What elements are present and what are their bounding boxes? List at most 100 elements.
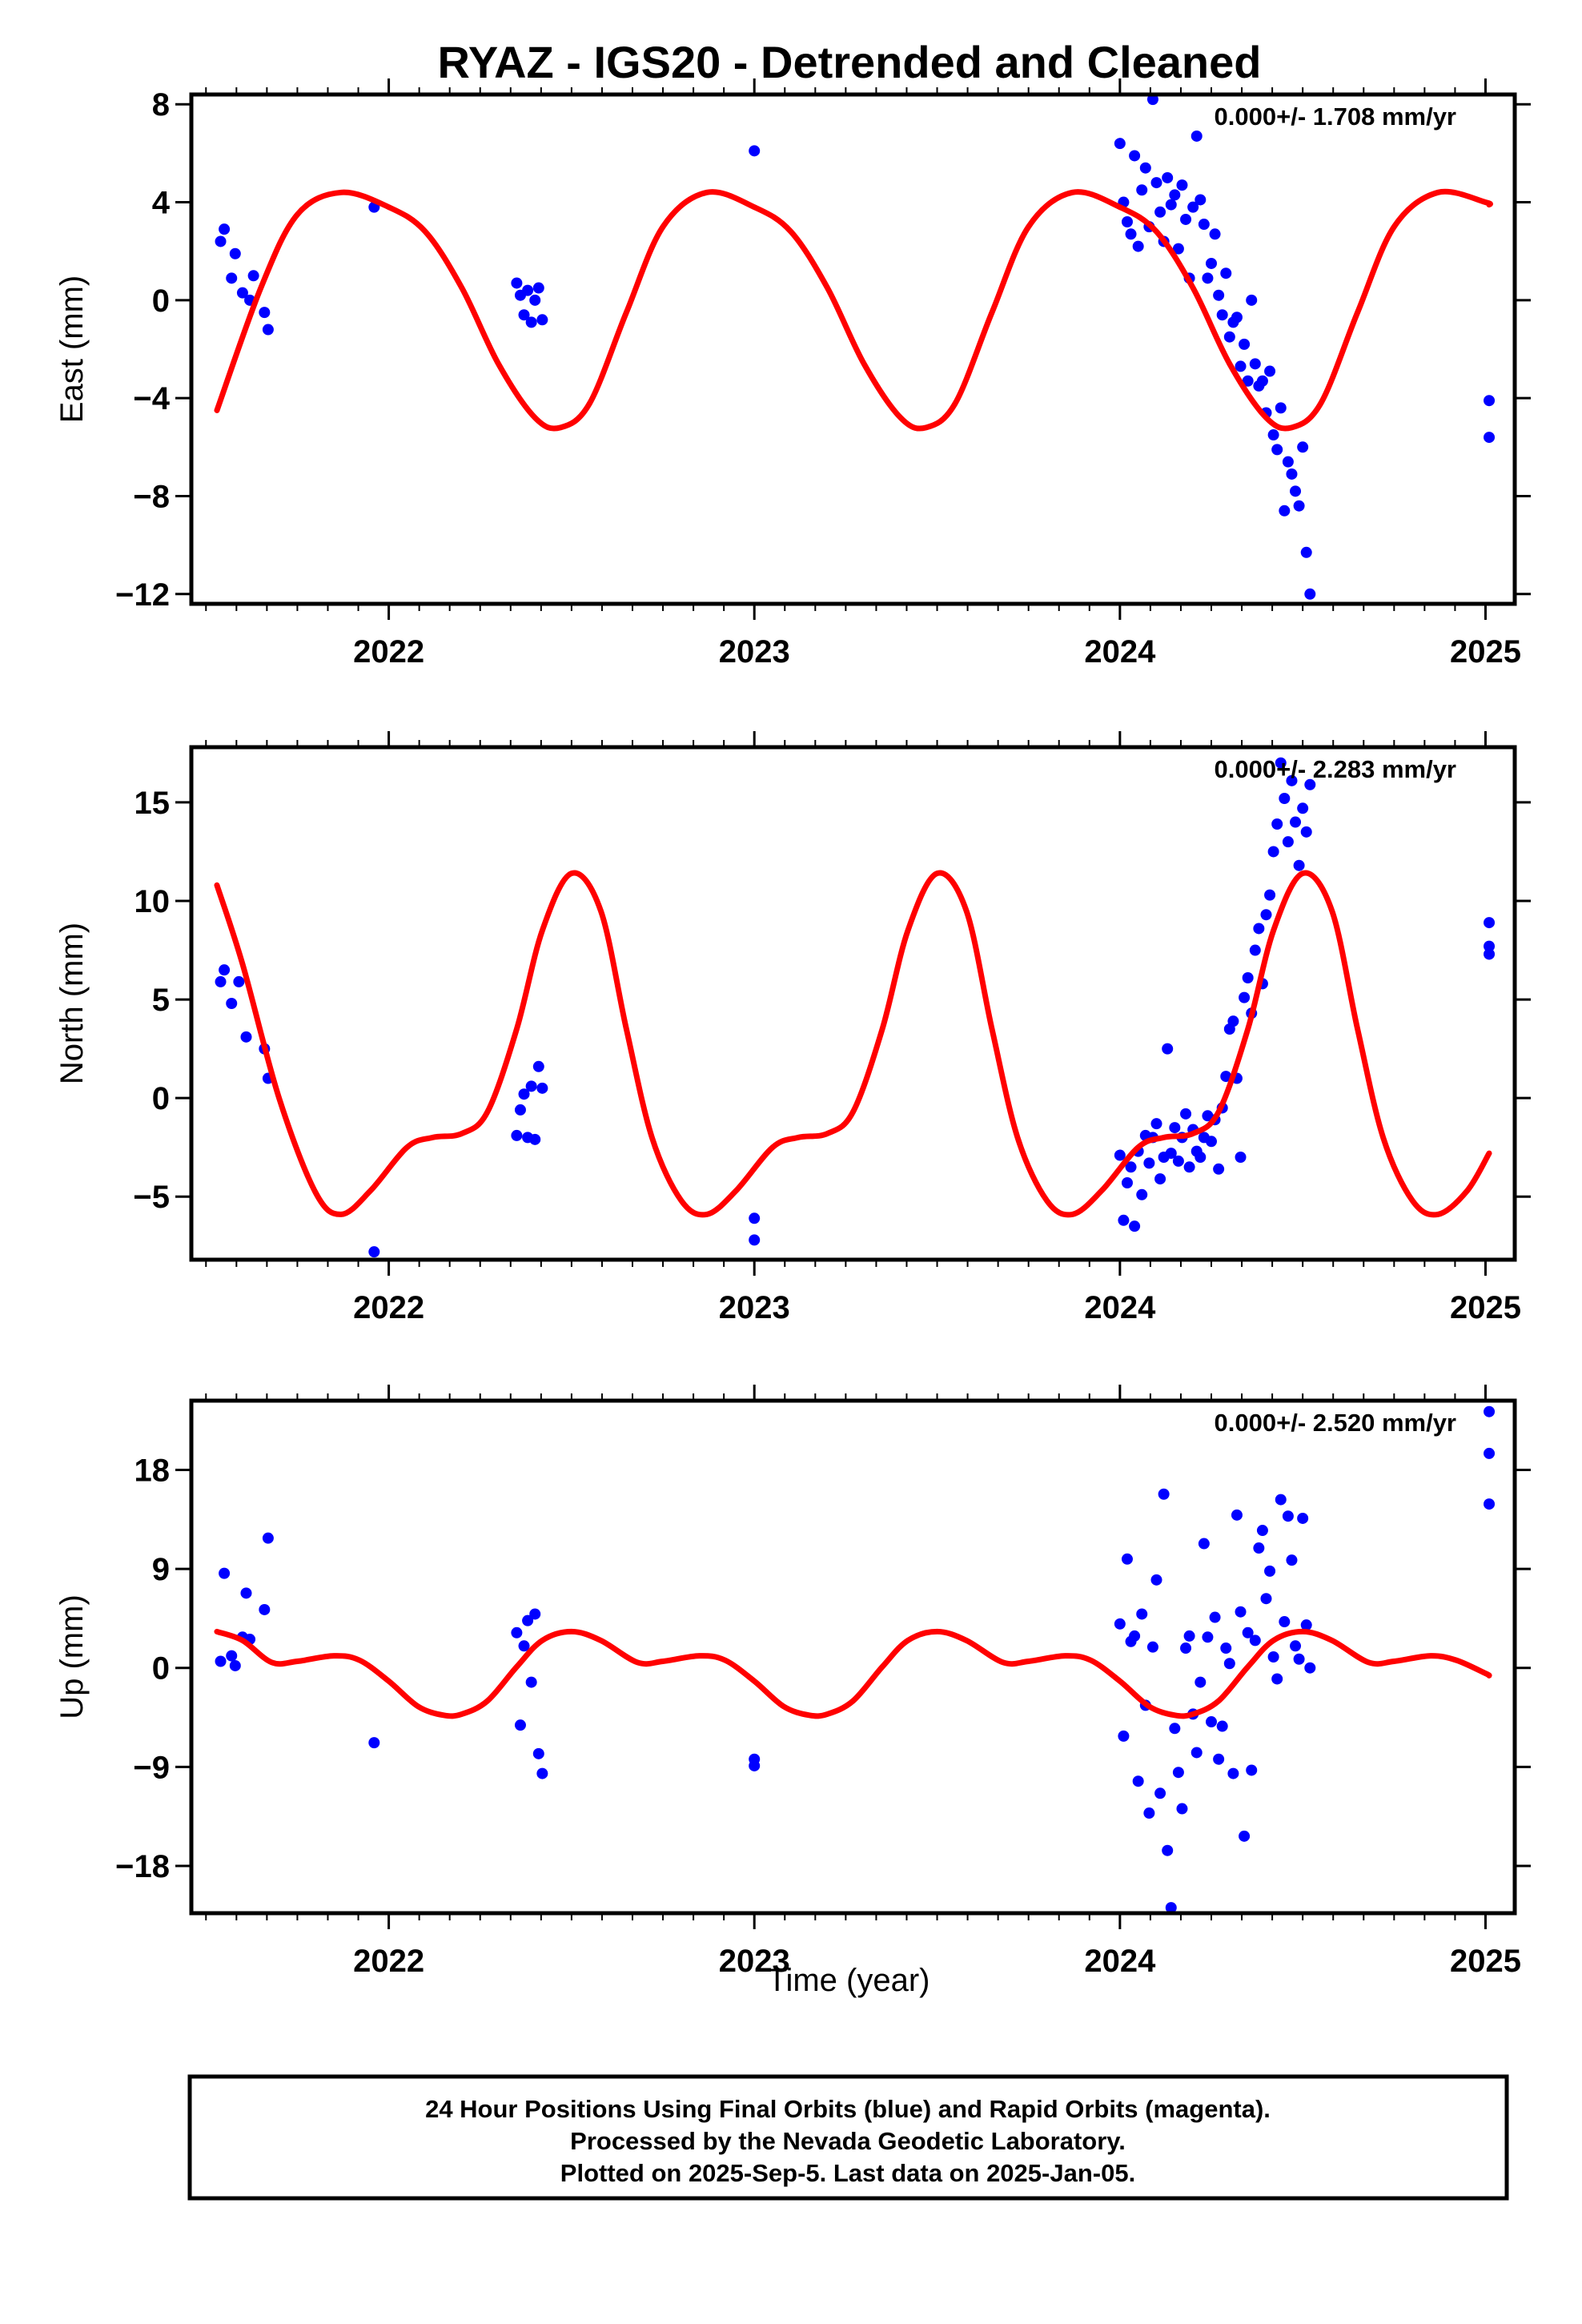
data-point bbox=[1180, 1108, 1192, 1120]
data-points bbox=[215, 757, 1496, 1258]
data-point bbox=[1231, 1509, 1243, 1521]
data-point bbox=[1150, 1118, 1162, 1130]
y-tick-label: 0 bbox=[152, 1081, 170, 1116]
x-tick-label: 2024 bbox=[1084, 1290, 1156, 1325]
data-point bbox=[1249, 944, 1261, 956]
footer-line-2: Processed by the Nevada Geodetic Laborat… bbox=[570, 2127, 1126, 2155]
data-point bbox=[1235, 360, 1247, 372]
data-point bbox=[1183, 1161, 1195, 1173]
data-point bbox=[1484, 1498, 1496, 1510]
data-point bbox=[1136, 1188, 1148, 1200]
data-point bbox=[1484, 432, 1496, 444]
data-point bbox=[1235, 1606, 1247, 1618]
data-point bbox=[1154, 1787, 1166, 1799]
x-tick-label: 2024 bbox=[1084, 1944, 1156, 1979]
data-point bbox=[1202, 272, 1214, 284]
data-point bbox=[226, 998, 238, 1009]
data-point bbox=[1297, 441, 1309, 453]
data-point bbox=[1290, 816, 1302, 828]
data-point bbox=[514, 1719, 526, 1731]
panels: 2022 2023 2024 2025 −12 −8 −4 0 4 8 East (mm) 0.000… bbox=[54, 78, 1531, 1979]
data-point bbox=[1227, 1767, 1239, 1779]
data-point bbox=[525, 316, 537, 328]
x-tick-label: 2022 bbox=[353, 634, 424, 669]
data-point bbox=[259, 1603, 271, 1615]
data-point bbox=[1187, 201, 1199, 213]
data-point bbox=[1484, 1405, 1496, 1417]
data-point bbox=[1216, 309, 1228, 321]
data-point bbox=[1216, 1720, 1228, 1732]
data-point bbox=[1249, 1634, 1261, 1647]
data-point bbox=[522, 1614, 534, 1626]
data-point bbox=[1275, 402, 1287, 414]
data-point bbox=[229, 247, 241, 259]
data-point bbox=[1260, 909, 1272, 921]
velocity-annotation: 0.000+/- 2.520 mm/yr bbox=[1215, 1409, 1456, 1437]
data-point bbox=[1162, 1043, 1174, 1055]
data-point bbox=[522, 284, 534, 296]
data-point bbox=[1297, 1512, 1309, 1524]
y-axis-label: Up (mm) bbox=[54, 1594, 90, 1719]
y-tick-label: −12 bbox=[115, 577, 170, 613]
data-point bbox=[1286, 774, 1298, 786]
data-point bbox=[1279, 505, 1291, 517]
data-point bbox=[536, 1767, 548, 1779]
data-point bbox=[1183, 1630, 1195, 1642]
data-point bbox=[1264, 889, 1276, 901]
y-tick-label: 15 bbox=[135, 786, 171, 821]
velocity-annotation: 0.000+/- 1.708 mm/yr bbox=[1215, 103, 1456, 131]
data-point bbox=[368, 1737, 380, 1749]
data-point bbox=[536, 314, 548, 326]
model-curve bbox=[214, 188, 1493, 432]
y-tick-label: −4 bbox=[133, 381, 170, 416]
data-point bbox=[1129, 1630, 1141, 1642]
data-point bbox=[1176, 179, 1188, 191]
x-minor-ticks bbox=[205, 1393, 1487, 1920]
data-point bbox=[1150, 1574, 1162, 1586]
y-tick-label: 4 bbox=[152, 186, 171, 221]
data-point bbox=[1271, 818, 1283, 830]
x-tick-label: 2024 bbox=[1084, 634, 1156, 669]
data-point bbox=[1484, 940, 1496, 952]
data-point bbox=[1220, 1071, 1232, 1083]
data-point bbox=[215, 235, 227, 247]
data-point bbox=[1484, 948, 1496, 960]
data-point bbox=[1180, 1642, 1192, 1655]
data-point bbox=[532, 1747, 544, 1759]
data-point bbox=[1282, 456, 1294, 468]
panel-up: 2022 2023 2024 2025 −18 −9 0 9 18 Up (mm) 0.000+/-… bbox=[54, 1385, 1531, 1979]
data-point bbox=[247, 270, 259, 282]
y-tick-label: 8 bbox=[152, 87, 170, 123]
y-axis-label: North (mm) bbox=[54, 923, 90, 1084]
y-axis-label: East (mm) bbox=[54, 275, 90, 423]
data-point bbox=[1249, 358, 1261, 370]
data-point bbox=[1191, 1747, 1203, 1759]
x-tick-label: 2023 bbox=[719, 1944, 790, 1979]
data-point bbox=[1264, 365, 1276, 377]
data-point bbox=[1139, 162, 1151, 174]
data-point bbox=[1136, 1608, 1148, 1620]
data-point bbox=[1286, 468, 1298, 480]
data-point bbox=[529, 1133, 541, 1145]
data-point bbox=[511, 277, 523, 289]
data-point bbox=[1195, 194, 1207, 206]
data-point bbox=[1220, 267, 1232, 279]
data-point bbox=[1235, 1152, 1247, 1163]
data-point bbox=[262, 324, 274, 336]
velocity-annotation: 0.000+/- 2.283 mm/yr bbox=[1215, 755, 1456, 783]
data-point bbox=[259, 307, 271, 319]
data-point bbox=[1271, 1673, 1283, 1685]
data-point bbox=[1267, 1651, 1279, 1663]
data-point bbox=[215, 975, 227, 987]
data-point bbox=[1227, 1015, 1239, 1027]
data-point bbox=[1165, 1148, 1177, 1160]
x-minor-ticks bbox=[205, 87, 1487, 611]
y-tick-label: 18 bbox=[135, 1454, 171, 1489]
data-point bbox=[1223, 1658, 1235, 1670]
x-tick-label: 2023 bbox=[719, 1290, 790, 1325]
data-point bbox=[1275, 1494, 1287, 1506]
data-point bbox=[529, 1608, 541, 1620]
data-point bbox=[749, 1234, 761, 1246]
data-point bbox=[1484, 1447, 1496, 1459]
